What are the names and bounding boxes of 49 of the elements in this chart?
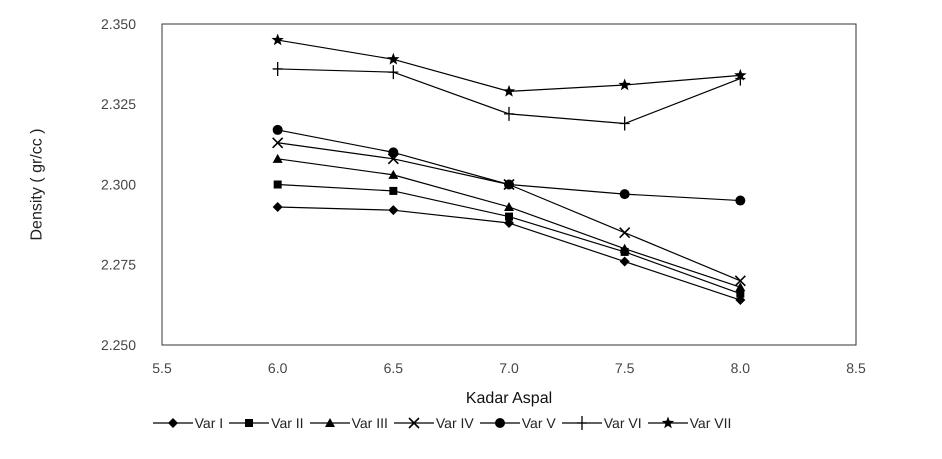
legend-label: Var I xyxy=(194,415,224,431)
x-axis-title: Kadar Aspal xyxy=(466,390,552,407)
point xyxy=(272,202,283,212)
point xyxy=(620,244,630,253)
legend-label: Var VII xyxy=(690,415,732,431)
point xyxy=(618,226,630,238)
point xyxy=(388,170,398,179)
point xyxy=(620,189,630,200)
legend-label: Var IV xyxy=(436,415,474,431)
legend-label: Var III xyxy=(352,415,388,431)
point xyxy=(388,147,398,158)
point xyxy=(387,52,400,65)
point xyxy=(618,78,631,90)
point xyxy=(272,124,283,135)
point xyxy=(502,84,516,97)
y-axis-title: Density ( gr/cc ) xyxy=(28,128,46,241)
x-tick-label: 6.0 xyxy=(268,360,288,376)
point xyxy=(735,282,746,292)
point xyxy=(734,68,747,81)
legend-label: Var V xyxy=(522,415,556,431)
point xyxy=(271,34,284,46)
point xyxy=(505,212,513,221)
y-tick-label: 2.325 xyxy=(100,96,136,112)
point xyxy=(504,202,514,211)
y-tick-label: 2.275 xyxy=(100,256,136,273)
point xyxy=(389,186,398,195)
y-tick-label: 2.250 xyxy=(100,336,136,353)
y-tick-label: 2.350 xyxy=(100,16,136,32)
point xyxy=(272,61,284,77)
point xyxy=(272,136,284,149)
point xyxy=(734,275,746,287)
point xyxy=(274,180,282,188)
point xyxy=(619,116,630,132)
point xyxy=(272,154,283,163)
point xyxy=(388,153,400,165)
x-tick-label: 7.5 xyxy=(614,360,635,376)
x-tick-label: 7.0 xyxy=(499,360,519,376)
legend-label: Var VI xyxy=(604,415,642,431)
x-tick-label: 8.5 xyxy=(846,360,866,376)
y-tick-label: 2.300 xyxy=(100,176,136,192)
point xyxy=(620,256,630,267)
x-tick-label: 6.5 xyxy=(384,360,404,376)
x-tick-label: 5.5 xyxy=(152,360,172,376)
legend-label: Var II xyxy=(271,415,304,431)
point xyxy=(388,64,399,80)
x-tick-label: 8.0 xyxy=(730,360,750,376)
point xyxy=(735,196,746,206)
point xyxy=(388,205,398,216)
point xyxy=(503,106,515,122)
